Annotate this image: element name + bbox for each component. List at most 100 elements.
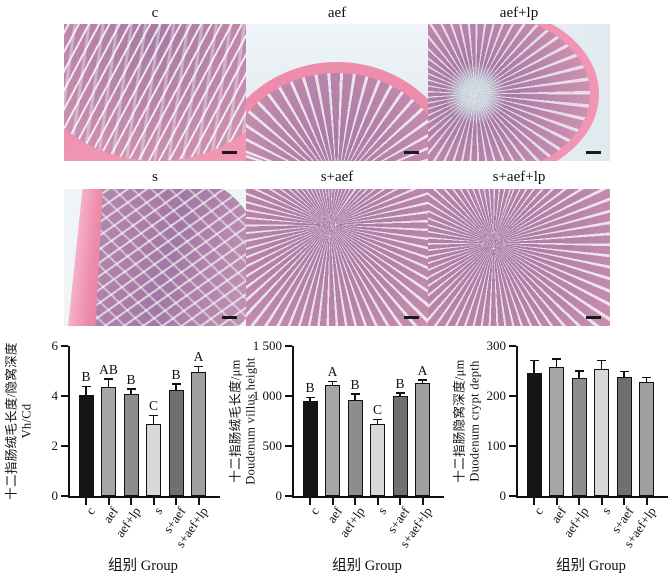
micrograph-panel-aef-lp: aef+lp: [428, 0, 610, 161]
error-bar-cap: [418, 379, 427, 381]
significance-letter: B: [350, 376, 360, 392]
error-bar-cap: [350, 393, 360, 395]
micrograph-label: aef+lp: [499, 5, 539, 21]
scale-bar: [586, 151, 601, 154]
error-bar: [533, 361, 535, 373]
bar-s: [594, 369, 609, 496]
bar-aef: [549, 367, 564, 496]
y-tick-mark: [509, 445, 516, 447]
error-bar-cap: [328, 380, 337, 382]
x-tick-mark: [130, 498, 132, 505]
bar-aef+lp: [123, 393, 139, 496]
bar-s: [146, 423, 161, 496]
y-tick-mark: [61, 345, 68, 347]
significance-letter: A: [417, 362, 428, 378]
micrograph-panel-c: c: [64, 0, 246, 161]
micrograph-label: c: [151, 5, 159, 21]
histology-image-s-aef-lp: [428, 189, 610, 326]
error-bar: [130, 389, 132, 394]
error-bar: [600, 361, 603, 369]
y-tick-label: 1 500: [252, 338, 282, 353]
y-tick-mark: [509, 345, 516, 347]
error-bar-cap: [149, 414, 158, 416]
error-bar-cap: [552, 358, 561, 360]
y-tick-label: 0: [275, 488, 283, 503]
x-tick-mark: [578, 498, 580, 505]
micrograph-label: aef: [327, 5, 347, 21]
histology-image-c: [64, 24, 246, 161]
x-tick-mark: [152, 498, 155, 505]
x-tick-mark: [555, 498, 558, 505]
y-tick-mark: [285, 345, 292, 347]
y-tick-label: 200: [486, 388, 507, 403]
bar-aef: [325, 385, 340, 496]
scale-bar: [222, 151, 237, 154]
bar-c: [78, 394, 94, 496]
error-bar: [376, 420, 379, 424]
bar-aef+lp: [571, 377, 587, 496]
y-axis-label-en: Duodenum crypt depth: [467, 360, 482, 482]
y-tick-mark: [285, 495, 292, 497]
y-axis-label-cn: 十二指肠隐窝深度/μm: [452, 359, 467, 483]
significance-letter: A: [327, 364, 338, 379]
error-bar: [197, 367, 200, 373]
bar-s: [370, 424, 385, 496]
micrograph-label: s+aef+lp: [492, 169, 546, 185]
micrograph-panel-s: s: [64, 161, 246, 326]
chart-villus-height: 十二指肠绒毛长度/μm Doudenum villus height 0 500 1…: [224, 338, 448, 578]
y-tick-mark: [509, 395, 516, 397]
villi-mucosa-layer: [246, 189, 428, 326]
bar-s+aef: [168, 389, 184, 496]
y-tick-label: 0: [499, 488, 507, 503]
bar-s+aef+lp: [415, 382, 430, 496]
error-bar-cap: [194, 365, 203, 368]
error-bar: [331, 382, 334, 385]
y-tick-label: 6: [51, 338, 59, 353]
x-axis-label: 组别 Group: [556, 558, 626, 574]
micrograph-row-2: s s+aef s+aef+lp: [64, 161, 610, 326]
y-tick-label: 4: [51, 388, 59, 403]
error-bar: [645, 378, 648, 382]
plot-area: 0 100 200 300 c aef aef+lp s s+aef s+aef+lp: [487, 338, 668, 550]
histology-image-s: [64, 189, 246, 326]
x-tick-mark: [533, 498, 535, 505]
y-tick-mark: [285, 445, 292, 447]
bar-s+aef+lp: [191, 372, 206, 496]
histology-image-s-aef: [246, 189, 428, 326]
significance-letter: B: [81, 369, 91, 385]
x-tick-mark: [376, 498, 379, 505]
y-tick-label: 1 000: [252, 388, 282, 403]
significance-letter: B: [395, 375, 405, 391]
villi-mucosa-layer: [428, 189, 610, 326]
x-tick-label: c: [530, 504, 547, 518]
bar-c: [526, 373, 542, 496]
error-bar: [152, 416, 155, 424]
significance-letter: C: [148, 398, 158, 413]
error-bar-cap: [597, 359, 606, 361]
micrograph-row-1: c aef aef+lp: [64, 0, 610, 161]
error-bar: [578, 371, 580, 378]
x-tick-label: s: [374, 504, 390, 517]
error-bar-cap: [171, 383, 181, 385]
y-axis-label-cn: 十二指肠绒毛长度/隐窝深度: [4, 342, 19, 500]
micrograph-grid: c aef aef+lp: [64, 0, 610, 326]
bar-aef: [101, 387, 116, 496]
error-bar-cap: [619, 370, 629, 372]
x-tick-mark: [107, 498, 110, 505]
scale-bar: [404, 316, 419, 319]
histology-image-aef-lp: [428, 24, 610, 161]
micrograph-label: s: [152, 169, 158, 185]
micrograph-panel-s-aef: s+aef: [246, 161, 428, 326]
bar-s+aef+lp: [639, 382, 654, 496]
error-bar-cap: [126, 388, 136, 390]
y-tick-label: 100: [486, 438, 507, 453]
bar-s+aef: [616, 376, 632, 496]
y-tick-mark: [61, 445, 68, 447]
significance-letter: AB: [99, 361, 118, 377]
significance-letter: A: [193, 349, 204, 365]
error-bar: [399, 393, 401, 396]
error-bar: [175, 384, 177, 390]
